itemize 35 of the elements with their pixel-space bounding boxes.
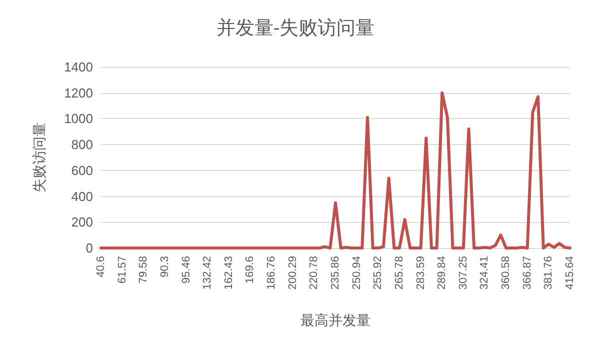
x-axis-title: 最高并发量 — [300, 312, 370, 328]
y-tick-label: 1200 — [64, 85, 93, 100]
x-tick-label: 220.78 — [308, 256, 320, 290]
x-tick-label: 283.59 — [414, 256, 427, 290]
y-axis-title: 失败访问量 — [31, 122, 47, 192]
x-tick-label: 381.76 — [542, 256, 555, 290]
x-tick-label: 95.46 — [180, 256, 192, 284]
y-tick-label: 0 — [86, 240, 93, 256]
x-tick-label: 200.29 — [286, 256, 299, 290]
x-tick-label: 366.87 — [521, 256, 534, 290]
x-tick-label: 360.58 — [500, 256, 512, 290]
chart-title: 并发量-失败访问量 — [216, 17, 375, 39]
x-tick-label: 90.3 — [158, 256, 171, 278]
x-tick-label: 162.43 — [222, 256, 235, 290]
y-tick-label: 400 — [71, 188, 93, 204]
x-tick-label: 289.84 — [436, 256, 448, 290]
x-tick-label: 79.58 — [138, 256, 150, 284]
x-tick-label: 169.6 — [244, 256, 256, 284]
y-tick-label: 600 — [71, 162, 93, 178]
x-tick-label: 235.86 — [330, 256, 342, 290]
x-tick-label: 307.25 — [457, 256, 470, 290]
x-tick-label: 61.57 — [116, 256, 128, 284]
x-tick-label: 186.76 — [266, 256, 278, 290]
y-tick-label: 1000 — [64, 111, 93, 126]
y-tick-label: 800 — [71, 137, 93, 152]
x-tick-label: 415.64 — [564, 256, 576, 290]
y-tick-label: 200 — [71, 214, 93, 230]
y-tick-label: 1400 — [64, 60, 93, 74]
x-tick-label: 132.42 — [202, 256, 214, 290]
x-tick-label: 265.78 — [393, 256, 406, 290]
x-tick-label: 324.41 — [478, 256, 491, 290]
x-tick-label: 255.92 — [372, 256, 384, 290]
x-tick-label: 250.94 — [350, 256, 363, 290]
line-series — [100, 91, 572, 250]
x-tick-label: 40.6 — [95, 256, 107, 278]
